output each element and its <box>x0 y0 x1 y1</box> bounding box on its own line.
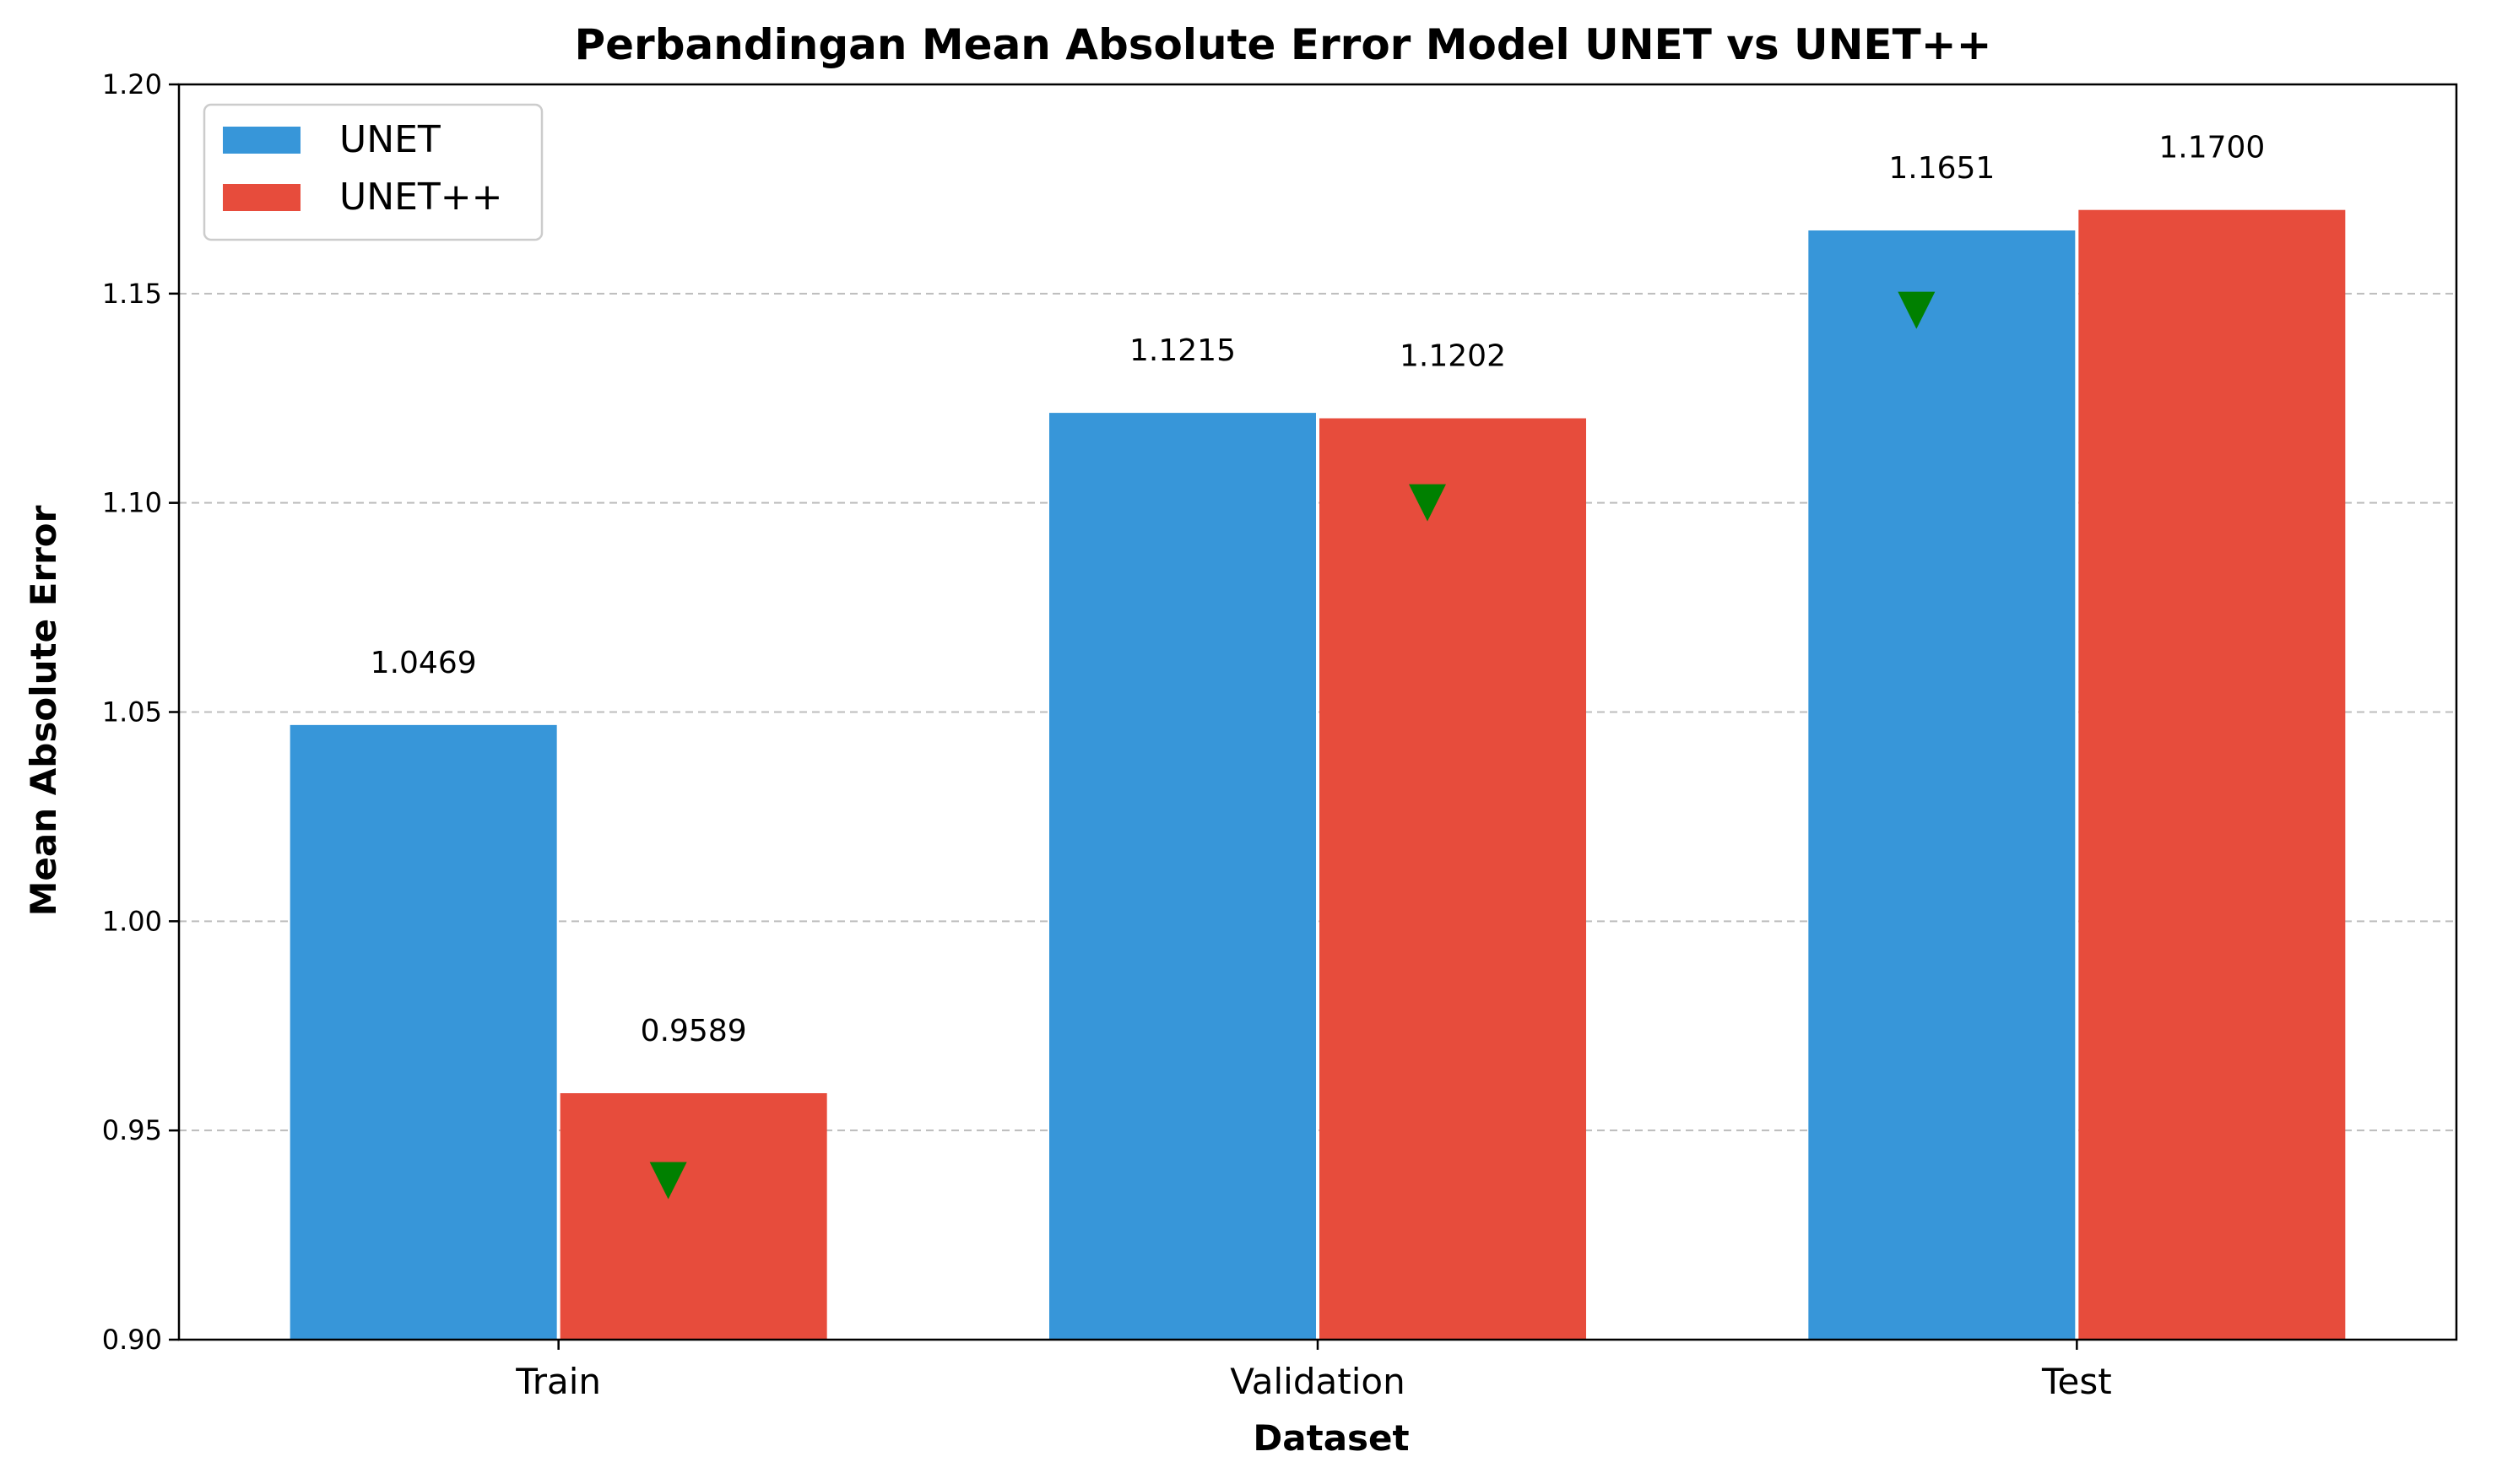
x-axis-ticks: Train Validation Test <box>515 1340 2112 1402</box>
bar-unet-test <box>1808 230 2076 1340</box>
x-tick-label: Validation <box>1230 1361 1405 1402</box>
legend-label: UNET++ <box>339 176 503 219</box>
bar-unet-train <box>290 724 557 1340</box>
bar-unetplusplus-test <box>2078 209 2346 1340</box>
bars <box>290 209 2346 1340</box>
y-tick-label: 0.90 <box>102 1324 162 1356</box>
bar-unetplusplus-train <box>560 1093 827 1340</box>
value-label: 1.1700 <box>2158 131 2265 165</box>
y-tick-label: 1.15 <box>102 278 162 310</box>
value-label: 1.1215 <box>1129 333 1236 368</box>
value-label: 0.9589 <box>641 1014 747 1048</box>
y-axis-label: Mean Absolute Error <box>23 505 64 916</box>
y-tick-label: 1.05 <box>102 696 162 728</box>
x-tick-label: Train <box>515 1361 601 1402</box>
bar-unet-validation <box>1049 413 1316 1340</box>
y-tick-label: 1.10 <box>102 487 162 519</box>
markers <box>649 291 1936 1200</box>
value-label: 1.1202 <box>1400 339 1506 374</box>
x-axis-label: Dataset <box>1253 1417 1409 1459</box>
marker-triangle <box>1898 291 1936 329</box>
value-labels: 1.0469 0.9589 1.1215 1.1202 1.1651 1.1700 <box>371 131 2266 1048</box>
legend-label: UNET <box>339 118 441 161</box>
chart-title: Perbandingan Mean Absolute Error Model U… <box>575 20 1992 69</box>
bar-unetplusplus-validation <box>1319 418 1586 1340</box>
marker-triangle <box>1409 484 1446 522</box>
legend: UNET UNET++ <box>203 103 544 241</box>
y-tick-label: 1.00 <box>102 905 162 937</box>
legend-swatch <box>223 127 301 154</box>
legend-swatch <box>223 184 301 211</box>
x-tick-label: Test <box>2041 1361 2112 1402</box>
marker-triangle <box>649 1162 687 1200</box>
y-tick-label: 0.95 <box>102 1114 162 1146</box>
value-label: 1.0469 <box>371 646 477 680</box>
y-axis-ticks: 0.90 0.95 1.00 1.05 1.10 1.15 1.20 <box>102 68 179 1356</box>
y-tick-label: 1.20 <box>102 68 162 100</box>
value-label: 1.1651 <box>1888 151 1995 186</box>
